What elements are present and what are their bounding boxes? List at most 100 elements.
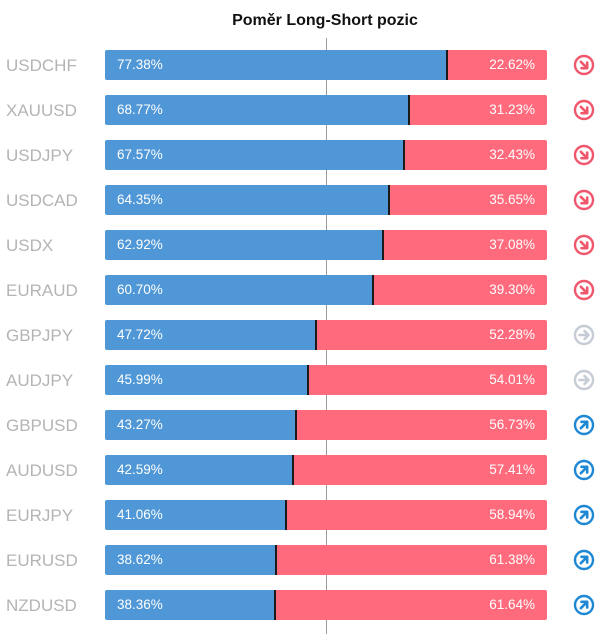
short-segment [403,140,547,170]
long-segment [105,410,297,440]
short-percent-label: 56.73% [489,417,535,432]
segment-divider [274,545,277,575]
ratio-row-xauusd: XAUUSD 68.77% 31.23% [0,95,610,125]
short-percent-label: 37.08% [489,237,535,252]
symbol-label: GBPUSD [6,416,78,435]
short-segment [275,545,547,575]
symbol-label: NZDUSD [6,596,77,615]
short-percent-label: 35.65% [489,192,535,207]
ratio-row-eurusd: EURUSD 38.62% 61.38% [0,545,610,575]
buy-arrow-icon [573,414,595,436]
long-percent-label: 60.70% [117,282,163,297]
segment-divider [295,410,298,440]
long-percent-label: 43.27% [117,417,163,432]
sell-arrow-icon [573,144,595,166]
symbol-label: EURUSD [6,551,78,570]
ratio-row-usdjpy: USDJPY 67.57% 32.43% [0,140,610,170]
symbol-label: EURAUD [6,281,78,300]
short-percent-label: 39.30% [489,282,535,297]
long-segment [105,320,316,350]
short-segment [408,95,547,125]
ratio-row-gbpusd: GBPUSD 43.27% 56.73% [0,410,610,440]
segment-divider [382,230,385,260]
ratio-row-usdcad: USDCAD 64.35% 35.65% [0,185,610,215]
long-segment [105,545,276,575]
symbol-label: USDCHF [6,56,77,75]
ratio-row-audjpy: AUDJPY 45.99% 54.01% [0,365,610,395]
long-segment [105,365,309,395]
ratio-bar: 68.77% 31.23% [105,95,547,125]
long-percent-label: 77.38% [117,57,163,72]
ratio-row-gbpjpy: GBPJPY 47.72% 52.28% [0,320,610,350]
long-segment [105,230,384,260]
symbol-label: USDCAD [6,191,78,210]
long-percent-label: 38.36% [117,597,163,612]
buy-arrow-icon [573,549,595,571]
ratio-row-usdchf: USDCHF 77.38% 22.62% [0,50,610,80]
ratio-bar: 41.06% 58.94% [105,500,547,530]
short-segment [296,410,547,440]
sell-arrow-icon [573,189,595,211]
long-percent-label: 38.62% [117,552,163,567]
short-percent-label: 61.64% [489,597,535,612]
ratio-bar: 43.27% 56.73% [105,410,547,440]
long-percent-label: 42.59% [117,462,163,477]
ratio-bar: 67.57% 32.43% [105,140,547,170]
short-segment [383,230,547,260]
short-percent-label: 54.01% [489,372,535,387]
sell-arrow-icon [573,54,595,76]
ratio-row-euraud: EURAUD 60.70% 39.30% [0,275,610,305]
long-segment [105,590,275,620]
long-percent-label: 62.92% [117,237,163,252]
ratio-bar: 45.99% 54.01% [105,365,547,395]
long-percent-label: 45.99% [117,372,163,387]
ratio-bar: 62.92% 37.08% [105,230,547,260]
neutral-arrow-icon [573,324,595,346]
ratio-bar: 38.36% 61.64% [105,590,547,620]
sell-arrow-icon [573,99,595,121]
short-percent-label: 32.43% [489,147,535,162]
segment-divider [307,365,310,395]
short-segment [274,590,547,620]
long-percent-label: 64.35% [117,192,163,207]
ratio-row-eurjpy: EURJPY 41.06% 58.94% [0,500,610,530]
long-segment [105,500,287,530]
buy-arrow-icon [573,504,595,526]
segment-divider [292,455,295,485]
segment-divider [285,500,288,530]
long-percent-label: 41.06% [117,507,163,522]
sell-arrow-icon [573,279,595,301]
segment-divider [407,95,410,125]
ratio-bar: 77.38% 22.62% [105,50,547,80]
buy-arrow-icon [573,594,595,616]
sell-arrow-icon [573,234,595,256]
segment-divider [402,140,405,170]
symbol-label: AUDUSD [6,461,78,480]
symbol-label: EURJPY [6,506,74,525]
short-segment [308,365,547,395]
ratio-row-nzdusd: NZDUSD 38.36% 61.64% [0,590,610,620]
ratio-bar: 38.62% 61.38% [105,545,547,575]
long-segment [105,275,374,305]
long-percent-label: 68.77% [117,102,163,117]
long-segment [105,185,390,215]
short-segment [293,455,547,485]
segment-divider [446,50,449,80]
long-segment [105,455,294,485]
long-segment [105,95,409,125]
symbol-label: USDJPY [6,146,74,165]
symbol-label: XAUUSD [6,101,77,120]
short-segment [286,500,547,530]
short-percent-label: 61.38% [489,552,535,567]
short-segment [373,275,547,305]
long-segment [105,140,404,170]
chart-title: Poměr Long-Short pozic [232,12,418,29]
ratio-bar: 42.59% 57.41% [105,455,547,485]
ratio-bar: 60.70% 39.30% [105,275,547,305]
short-percent-label: 57.41% [489,462,535,477]
ratio-bar: 47.72% 52.28% [105,320,547,350]
segment-divider [314,320,317,350]
buy-arrow-icon [573,459,595,481]
long-percent-label: 47.72% [117,327,163,342]
neutral-arrow-icon [573,369,595,391]
